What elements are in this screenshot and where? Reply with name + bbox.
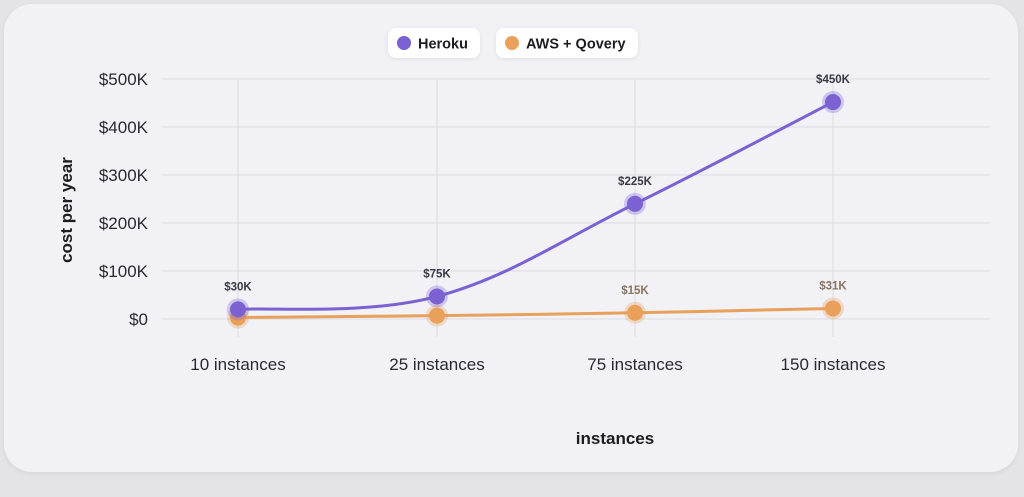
data-label-aws-qovery: $15K (621, 285, 649, 297)
legend-label: Heroku (418, 37, 468, 53)
data-label-heroku: $225K (618, 176, 653, 188)
data-point-aws-qovery[interactable] (825, 300, 841, 317)
y-tick-labels: $0 $100K $200K $300K $400K $500K (99, 70, 149, 329)
data-labels: $15K $31K $30K $75K $225K $450K (224, 74, 850, 297)
legend-item-heroku[interactable]: Heroku (388, 28, 480, 58)
series-line-heroku (236, 100, 835, 311)
data-point-heroku[interactable] (429, 288, 445, 305)
data-label-heroku: $75K (423, 268, 451, 280)
y-tick-label: $0 (129, 310, 148, 329)
legend: Heroku AWS + Qovery (388, 28, 638, 58)
data-point-aws-qovery[interactable] (429, 307, 445, 324)
legend-swatch (397, 36, 411, 50)
legend-pill (496, 28, 638, 58)
y-tick-label: $100K (99, 262, 149, 281)
y-tick-label: $400K (99, 118, 149, 137)
x-axis-label: instances (576, 429, 654, 448)
y-axis-label: cost per year (57, 157, 76, 263)
data-label-heroku: $450K (816, 74, 851, 86)
grid-lines (162, 78, 990, 337)
data-point-aws-qovery[interactable] (627, 304, 643, 321)
legend-swatch (505, 36, 519, 50)
x-tick-label: 25 instances (389, 355, 484, 374)
y-tick-label: $500K (99, 70, 149, 89)
series-points (227, 91, 844, 329)
x-tick-label: 75 instances (587, 355, 682, 374)
series-line-aws-qovery (236, 306, 835, 320)
x-tick-labels: 10 instances 25 instances 75 instances 150 … (190, 355, 885, 374)
legend-pill (388, 28, 480, 58)
legend-label: AWS + Qovery (526, 37, 626, 53)
x-tick-label: 10 instances (190, 355, 285, 374)
chart-card (4, 4, 1018, 472)
x-tick-label: 150 instances (781, 355, 886, 374)
data-label-heroku: $30K (224, 281, 252, 293)
legend-item-aws-qovery[interactable]: AWS + Qovery (496, 28, 638, 58)
y-tick-label: $300K (99, 166, 149, 185)
data-point-heroku[interactable] (825, 94, 841, 111)
data-point-heroku[interactable] (627, 195, 643, 212)
y-tick-label: $200K (99, 214, 149, 233)
data-point-heroku[interactable] (230, 301, 246, 318)
series-lines (236, 100, 835, 320)
data-label-aws-qovery: $31K (819, 280, 847, 292)
